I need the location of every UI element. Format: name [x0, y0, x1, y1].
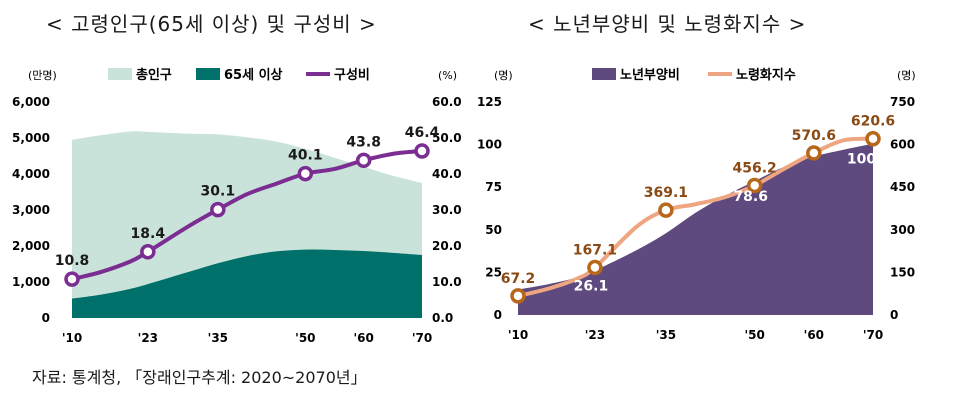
right-y-left-tick: 100: [477, 138, 502, 152]
right-y-right-unit: (명): [897, 69, 916, 82]
aging-index-point: [658, 202, 674, 218]
aging-index-label: 369.1: [644, 185, 688, 201]
aging-index-point: [510, 288, 526, 304]
dependency-ratio-label: 100.6: [847, 152, 891, 168]
aging-index-label: 167.1: [573, 243, 617, 259]
left-y-right-tick: 10.0: [432, 275, 462, 289]
composition-ratio-label: 40.1: [288, 148, 323, 164]
left-x-tick: '70: [412, 331, 432, 345]
composition-ratio-point: [297, 165, 314, 182]
right-y-left-tick: 75: [485, 180, 502, 194]
right-x-tick: '35: [656, 328, 676, 342]
composition-ratio-point: [140, 244, 156, 260]
right-y-right-tick: 150: [890, 265, 915, 279]
right-x-tick: '70: [863, 328, 883, 342]
right-y-right-tick: 300: [890, 223, 915, 237]
composition-ratio-label: 10.8: [55, 253, 90, 269]
composition-ratio-point: [210, 201, 226, 218]
right-legend-label: 노령화지수: [736, 67, 796, 83]
left-y-left-tick: 2,000: [12, 239, 50, 253]
right-y-left-unit: (명): [494, 69, 513, 82]
source-note: 자료: 통계청, 「장래인구추계: 2020~2070년」: [32, 368, 367, 387]
dependency-ratio-label: 26.1: [574, 279, 609, 295]
dependency-ratio-area: [518, 143, 873, 315]
composition-ratio-point: [414, 143, 430, 159]
left-x-tick: '23: [138, 331, 158, 345]
left-legend-swatch: [108, 68, 132, 80]
right-legend-swatch: [592, 68, 616, 80]
left-y-left-tick: 6,000: [12, 95, 50, 109]
left-y-right-tick: 20.0: [432, 239, 462, 253]
right-x-tick: '60: [804, 328, 824, 342]
left-y-left-tick: 4,000: [12, 167, 50, 181]
left-y-left-tick: 1,000: [12, 275, 50, 289]
composition-ratio-label: 46.4: [405, 125, 440, 141]
right-x-tick: '50: [744, 328, 764, 342]
aging-index-point: [746, 177, 763, 194]
right-y-right-tick: 450: [890, 180, 915, 194]
right-y-left-tick: 0: [494, 308, 502, 322]
aging-index-label: 620.6: [851, 114, 895, 130]
composition-ratio-point: [355, 152, 372, 169]
composition-ratio-label: 18.4: [131, 226, 166, 242]
elderly-population-area: [72, 249, 422, 318]
right-y-left-tick: 50: [485, 223, 502, 237]
left-chart-title: < 고령인구(65세 이상) 및 구성비 >: [46, 12, 377, 36]
left-y-left-tick: 3,000: [12, 203, 50, 217]
left-y-left-unit: (만명): [28, 69, 57, 82]
left-x-tick: '35: [208, 331, 228, 345]
left-legend-label: 65세 이상: [224, 67, 283, 83]
left-legend-swatch: [196, 68, 220, 80]
right-chart-title: < 노년부양비 및 노령화지수 >: [528, 12, 807, 36]
right-y-right-tick: 0: [890, 308, 898, 322]
right-y-left-tick: 125: [477, 95, 502, 109]
left-y-right-tick: 40.0: [432, 167, 462, 181]
aging-index-label: 570.6: [792, 128, 836, 144]
dependency-ratio-label: 78.6: [733, 189, 768, 205]
right-y-right-tick: 600: [890, 138, 915, 152]
left-y-right-tick: 30.0: [432, 203, 462, 217]
right-y-right-tick: 750: [890, 95, 915, 109]
aging-index-label: 456.2: [733, 160, 777, 176]
aging-index-point: [865, 130, 881, 147]
left-legend-label: 구성비: [334, 68, 370, 83]
composition-ratio-label: 43.8: [346, 134, 381, 150]
left-y-right-tick: 0.0: [432, 311, 453, 325]
aging-index-point: [806, 145, 822, 161]
left-y-right-tick: 50.0: [432, 131, 462, 145]
aging-index-point: [587, 259, 603, 276]
right-x-tick: '10: [508, 328, 528, 342]
right-x-tick: '23: [585, 328, 605, 342]
left-legend-label: 총인구: [136, 67, 172, 83]
right-legend-label: 노년부양비: [620, 68, 680, 83]
composition-ratio-point: [64, 271, 80, 287]
right-y-left-tick: 25: [485, 265, 502, 279]
left-y-right-unit: (%): [438, 69, 457, 82]
left-x-tick: '50: [295, 331, 315, 345]
left-x-tick: '60: [353, 331, 373, 345]
aging-index-label: 67.2: [501, 271, 536, 287]
left-y-right-tick: 60.0: [432, 95, 462, 109]
left-x-tick: '10: [62, 331, 82, 345]
composition-ratio-label: 30.1: [201, 184, 236, 200]
left-y-left-tick: 0: [42, 311, 50, 325]
left-y-left-tick: 5,000: [12, 131, 50, 145]
